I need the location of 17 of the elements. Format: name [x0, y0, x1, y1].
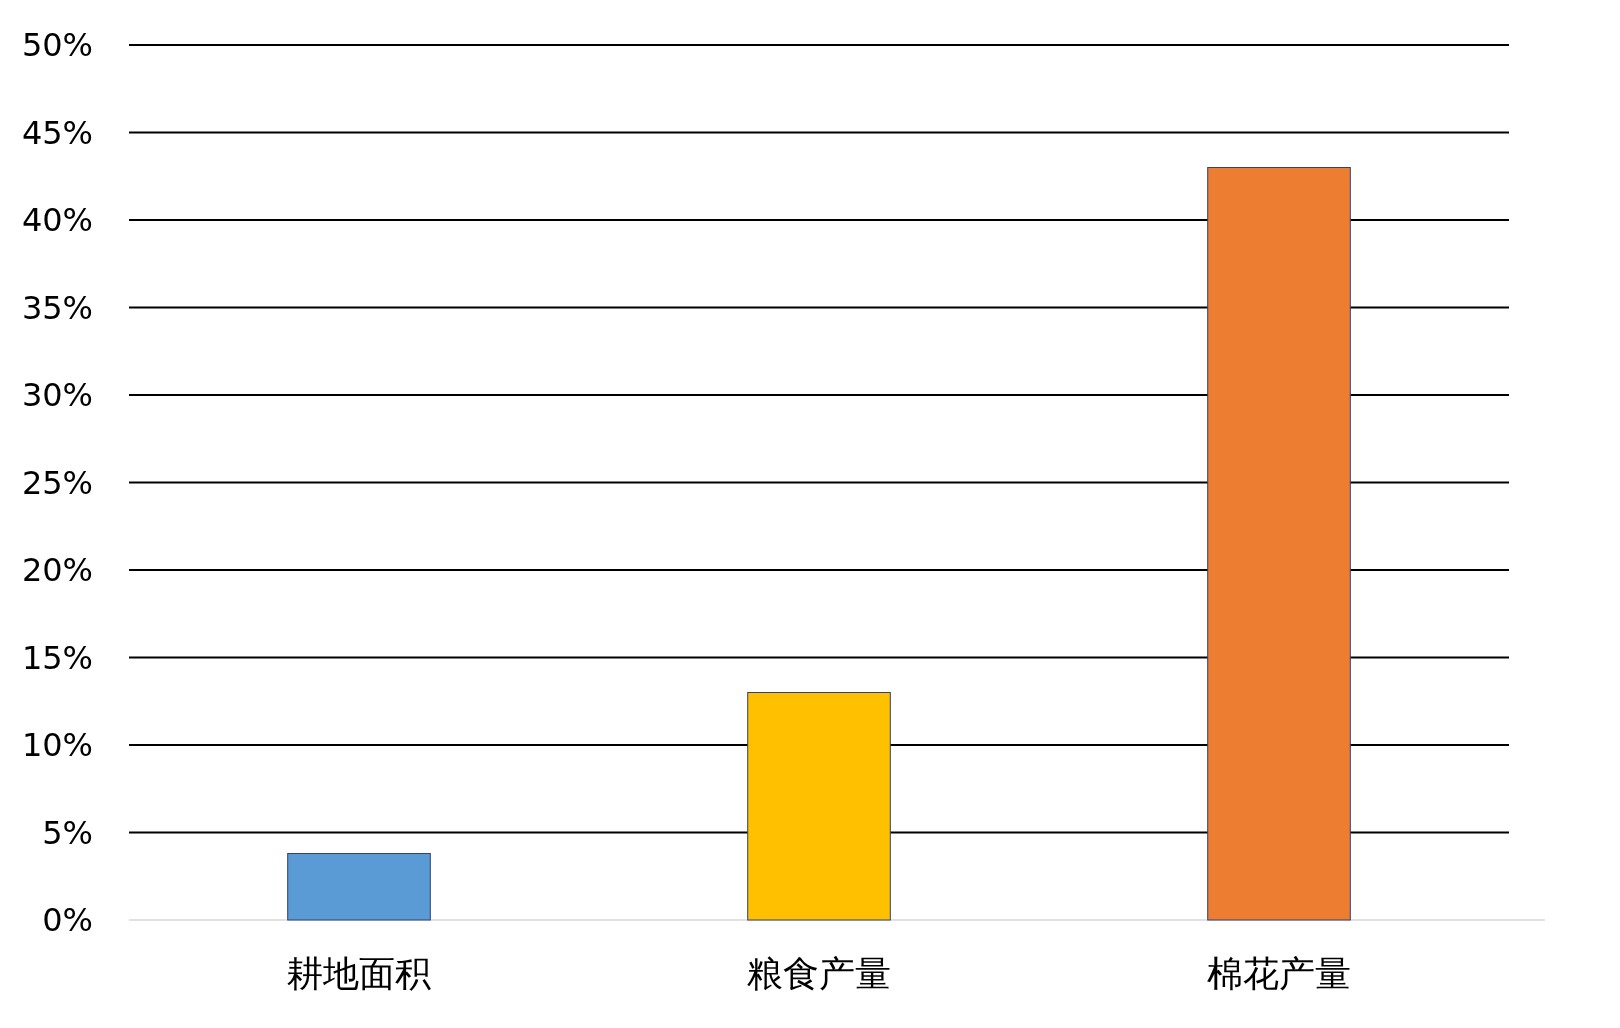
x-tick-label: 粮食产量 [747, 953, 891, 994]
y-tick-label: 15% [21, 638, 93, 677]
y-tick-label: 35% [21, 288, 93, 327]
y-tick-label: 40% [21, 201, 93, 240]
y-tick-label: 25% [21, 463, 93, 502]
x-tick-label: 耕地面积 [287, 953, 431, 994]
y-tick-label: 45% [21, 113, 93, 152]
y-tick-label: 30% [21, 376, 93, 415]
y-tick-label: 5% [42, 813, 93, 852]
y-tick-label: 20% [21, 551, 93, 590]
x-tick-label: 棉花产量 [1207, 953, 1351, 994]
bar [1207, 167, 1351, 921]
y-tick-label: 0% [42, 901, 93, 940]
y-tick-label: 50% [21, 26, 93, 65]
bar [747, 692, 891, 921]
y-tick-label: 10% [21, 726, 93, 765]
bar [287, 853, 431, 921]
